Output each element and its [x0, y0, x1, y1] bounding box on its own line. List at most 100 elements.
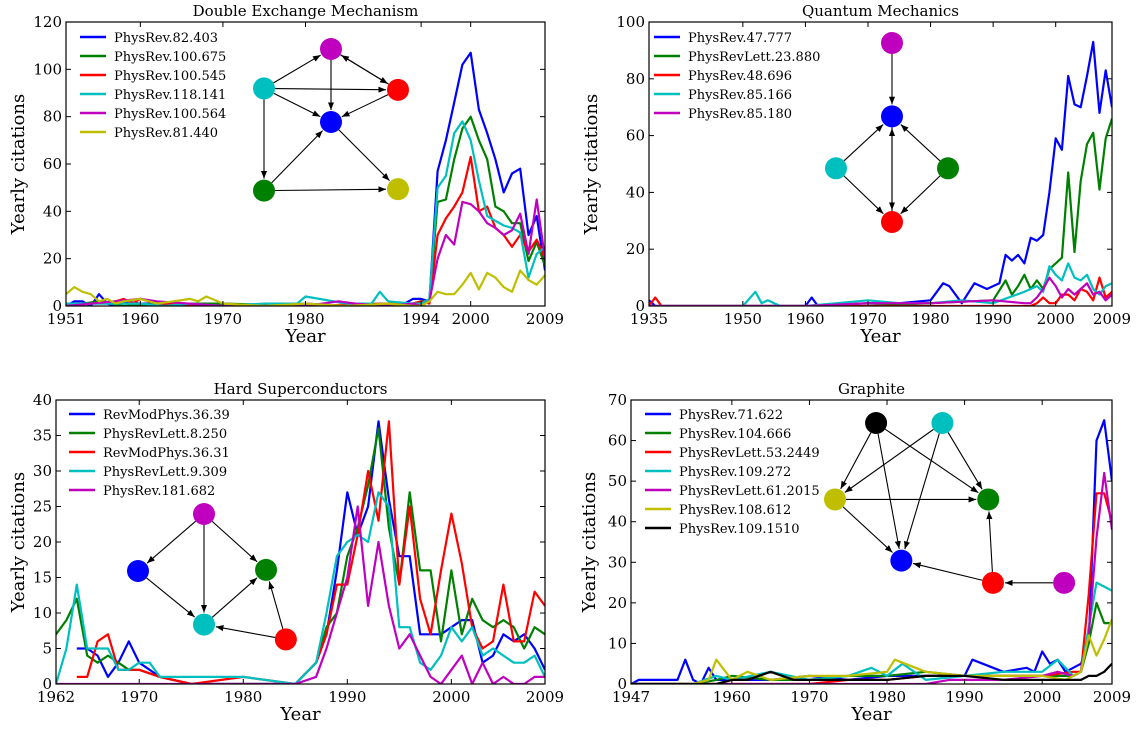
graph-edge	[904, 433, 940, 550]
y-tick-label: 25	[33, 498, 52, 516]
y-tick-label: 30	[608, 553, 627, 571]
x-axis-label: Year	[284, 326, 326, 347]
graph-edge	[877, 433, 901, 549]
y-tick-label: 10	[608, 634, 627, 652]
x-tick-label: 1990	[328, 688, 366, 706]
x-tick-label: 2009	[526, 310, 564, 328]
series-line	[66, 155, 545, 306]
graph-edge	[900, 175, 941, 215]
y-tick-label: 40	[626, 183, 645, 201]
x-tick-label: 2009	[526, 688, 564, 706]
series-line	[76, 420, 545, 684]
graph-node	[1053, 571, 1076, 594]
series-line	[631, 581, 1112, 684]
x-tick-label: 1990	[946, 688, 984, 706]
graph-node	[193, 503, 215, 525]
series-line	[76, 420, 545, 684]
graph-node	[931, 412, 954, 434]
graph-node	[320, 38, 342, 60]
y-tick-label: 20	[43, 250, 62, 268]
legend-label: PhysRev.100.675	[114, 50, 226, 65]
y-axis-label: Yearly citations	[579, 472, 600, 613]
chart-title: Graphite	[838, 380, 905, 398]
graph-edge	[273, 54, 321, 84]
axes-frame	[630, 399, 1113, 685]
series-line	[631, 618, 1112, 684]
x-tick-label: 1935	[630, 310, 668, 328]
axes-frame	[648, 21, 1113, 307]
legend-label: PhysRev.118.141	[114, 88, 226, 103]
graph-node	[881, 211, 903, 233]
x-tick-label: 1960	[713, 688, 751, 706]
y-tick-label: 70	[608, 391, 627, 409]
chart-panel: 1951 1960 1970 1980 1994 2000 2009 0 20 40 60 80 100…	[8, 2, 564, 347]
y-tick-label: 0	[635, 297, 645, 315]
graph-edge	[884, 428, 979, 494]
graph-node	[274, 628, 297, 651]
y-tick-label: 35	[33, 427, 52, 445]
series-line	[66, 269, 545, 306]
graph-edge	[146, 577, 196, 618]
series-line	[649, 276, 1112, 306]
y-tick-label: 60	[608, 432, 627, 450]
legend-label: PhysRev.47.777	[688, 31, 792, 46]
graph-edge	[840, 432, 872, 490]
graph-edge	[215, 625, 276, 638]
graph-edge	[211, 520, 258, 563]
y-tick-label: 0	[617, 675, 627, 693]
graph-node	[253, 179, 275, 202]
series-line	[649, 262, 1112, 306]
y-tick-label: 10	[33, 604, 52, 622]
chart-title: Quantum Mechanics	[802, 2, 959, 20]
y-tick-label: 60	[43, 155, 62, 173]
y-tick-label: 0	[42, 675, 52, 693]
legend-label: PhysRev.181.682	[103, 484, 215, 499]
graph-node	[890, 549, 913, 572]
x-tick-label: 1970	[120, 688, 158, 706]
y-tick-label: 30	[33, 462, 52, 480]
graph-node	[193, 613, 215, 636]
legend-label: PhysRev.85.180	[688, 107, 792, 122]
y-tick-label: 50	[608, 472, 627, 490]
graph-node	[253, 77, 275, 100]
x-tick-label: 1994	[402, 310, 440, 328]
x-tick-label: 1980	[911, 310, 949, 328]
series-line	[631, 662, 1112, 684]
chart-title: Hard Superconductors	[214, 380, 388, 398]
graph-node	[824, 488, 846, 511]
graph-node	[387, 178, 409, 201]
graph-node	[255, 558, 278, 581]
graph-edge	[211, 577, 258, 618]
y-tick-label: 15	[33, 569, 52, 587]
legend-label: PhysRevLett.23.880	[688, 50, 820, 65]
graph-edge	[271, 130, 324, 184]
x-axis-label: Year	[279, 704, 321, 725]
legend-label: PhysRev.109.272	[679, 465, 791, 480]
x-tick-label: 2000	[1023, 688, 1061, 706]
graph-node	[387, 78, 409, 101]
graph-edge	[843, 124, 884, 162]
legend-label: PhysRev.85.166	[688, 88, 792, 103]
x-tick-label: 1950	[724, 310, 762, 328]
graph-node	[881, 105, 903, 128]
y-tick-label: 40	[43, 202, 62, 220]
y-tick-label: 40	[608, 513, 627, 531]
graph-node	[977, 488, 1000, 511]
x-tick-label: 1980	[224, 688, 262, 706]
graph-edge	[273, 92, 321, 118]
legend-label: PhysRev.81.440	[114, 126, 218, 141]
graph-edge	[268, 581, 284, 629]
graph-node	[127, 560, 149, 582]
legend-label: RevModPhys.36.31	[103, 446, 230, 461]
graph-edge	[986, 511, 993, 572]
legend-label: PhysRev.71.622	[679, 408, 783, 423]
y-axis-label: Yearly citations	[8, 472, 29, 613]
graph-node	[982, 571, 1004, 594]
legend-label: RevModPhys.36.39	[103, 408, 230, 423]
x-tick-label: 1980	[868, 688, 906, 706]
y-tick-label: 80	[43, 108, 62, 126]
legend-label: PhysRevLett.61.2015	[679, 484, 820, 499]
series-line	[66, 51, 545, 306]
x-tick-label: 2000	[452, 310, 490, 328]
